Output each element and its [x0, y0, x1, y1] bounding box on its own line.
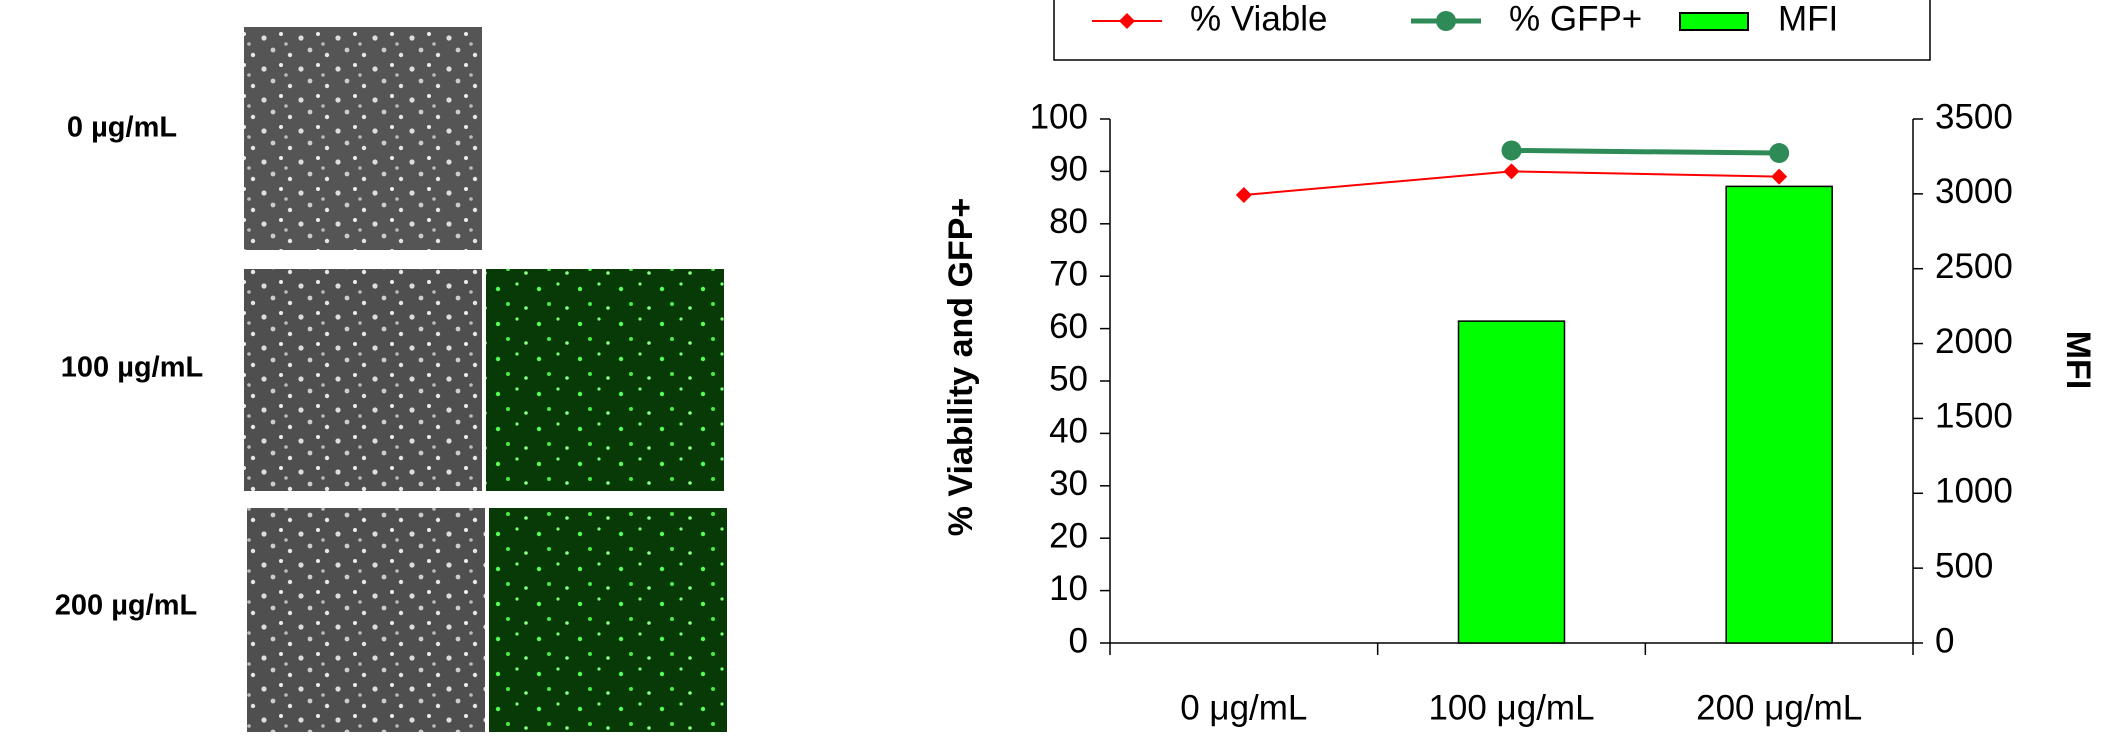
x-tick-label: 200 μg/mL: [1696, 688, 1862, 727]
legend-label: % Viable: [1190, 0, 1328, 38]
y-tick-label: 50: [1049, 359, 1088, 398]
image-label: 100 µg/mL: [61, 352, 203, 384]
x-tick-label: 0 μg/mL: [1180, 688, 1307, 727]
y-tick-label: 10: [1049, 569, 1088, 608]
y-tick-label: 40: [1049, 412, 1088, 451]
y2-tick-label: 2000: [1935, 322, 2013, 361]
point: [1501, 140, 1522, 161]
bar: [1457, 320, 1566, 644]
y2-tick-label: 500: [1935, 546, 1993, 585]
legend-label: MFI: [1778, 0, 1838, 38]
y2-tick-label: 3000: [1935, 172, 2013, 211]
y2-tick-label: 0: [1935, 621, 1954, 660]
legend-label: % GFP+: [1509, 0, 1642, 38]
y-tick-label: 90: [1049, 150, 1088, 189]
y2-axis-title: MFI: [2059, 331, 2097, 390]
line: [1511, 147, 1780, 156]
x-tick-label: 100 μg/mL: [1428, 688, 1594, 727]
y-tick-label: 80: [1049, 202, 1088, 241]
image-label: 200 µg/mL: [55, 590, 197, 622]
y-tick-label: 100: [1030, 97, 1088, 136]
y2-tick-label: 3500: [1935, 97, 2013, 136]
image-label: 0 µg/mL: [67, 112, 177, 144]
y2-tick-label: 1000: [1935, 472, 2013, 511]
point: [1769, 143, 1790, 164]
bar: [1725, 185, 1833, 644]
y2-tick-label: 2500: [1935, 247, 2013, 286]
legend-marker: [1436, 11, 1456, 31]
legend-marker: [1119, 13, 1135, 29]
point: [1235, 186, 1252, 203]
micrographs: 0 µg/mL 100 µg/mL 200 µg/mL: [55, 27, 727, 732]
legend-box: [1053, 0, 1931, 61]
legend-swatch: [1679, 12, 1749, 31]
y-axis-title: % Viability and GFP+: [942, 198, 980, 537]
point: [1503, 163, 1520, 180]
y2-tick-label: 1500: [1935, 397, 2013, 436]
y-tick-label: 60: [1049, 307, 1088, 346]
y-tick-label: 20: [1049, 516, 1088, 555]
y-tick-label: 30: [1049, 464, 1088, 503]
y-tick-label: 70: [1049, 254, 1088, 293]
point: [1771, 168, 1788, 185]
y-tick-label: 0: [1069, 621, 1088, 660]
